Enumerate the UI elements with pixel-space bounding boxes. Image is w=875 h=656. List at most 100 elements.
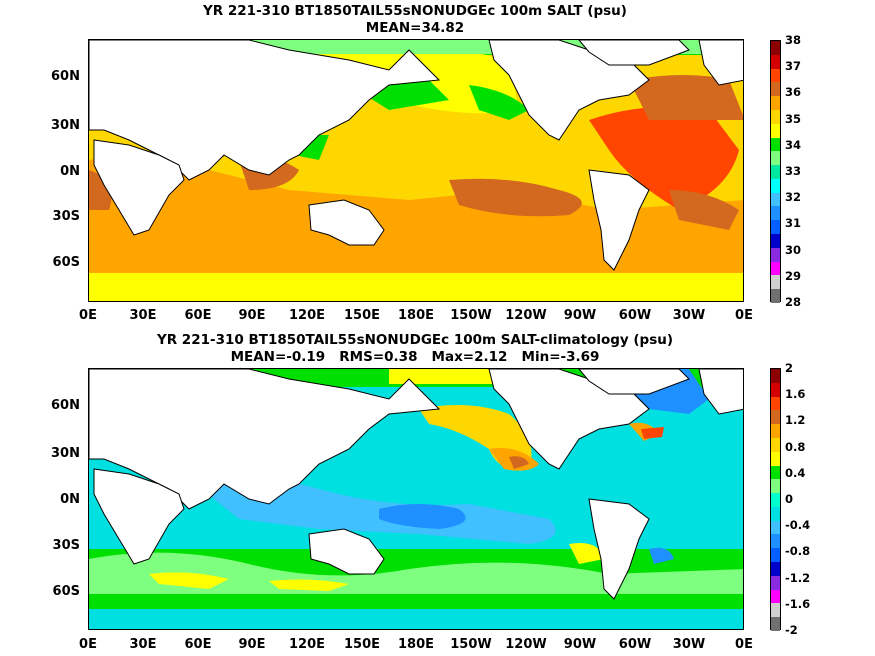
- colorbar-swatch: [771, 603, 780, 618]
- colorbar-swatch: [771, 617, 780, 632]
- colorbar-label: 36: [785, 85, 802, 100]
- colorbar-label: 31: [785, 216, 802, 231]
- colorbar-label: 29: [785, 268, 802, 283]
- top-title-line1: YR 221-310 BT1850TAIL55sNONUDGEc 100m SA…: [203, 3, 627, 19]
- colorbar-label: -0.4: [785, 518, 811, 533]
- bottom-lon-label: 150E: [343, 637, 381, 652]
- bottom-lat-label-60s: 60S: [52, 584, 80, 599]
- colorbar-swatch: [771, 562, 780, 577]
- colorbar-swatch: [771, 192, 780, 207]
- bottom-anomaly-map: [88, 368, 744, 630]
- colorbar-swatch: [771, 534, 780, 549]
- top-salinity-map: [88, 39, 744, 302]
- bottom-lon-label: 60W: [618, 637, 652, 652]
- top-map-fields: [89, 40, 743, 301]
- colorbar-label: 30: [785, 242, 802, 257]
- bottom-lon-label: 180E: [397, 637, 435, 652]
- top-lon-label: 60W: [618, 308, 652, 323]
- bottom-colorbar: [770, 368, 781, 632]
- colorbar-swatch: [771, 275, 780, 290]
- bottom-lon-label: 90W: [563, 637, 597, 652]
- colorbar-swatch: [771, 506, 780, 522]
- bottom-lon-label: 60E: [184, 637, 212, 652]
- top-lon-label: 0E: [79, 308, 97, 323]
- colorbar-swatch: [771, 548, 780, 563]
- top-lon-label: 90E: [238, 308, 266, 323]
- colorbar-swatch: [771, 234, 780, 249]
- bottom-lon-label: 120E: [288, 637, 326, 652]
- colorbar-label: 34: [785, 137, 802, 152]
- colorbar-swatch: [771, 109, 780, 125]
- colorbar-swatch: [771, 178, 780, 194]
- colorbar-swatch: [771, 451, 780, 467]
- top-lon-label: 120E: [288, 308, 326, 323]
- top-lon-label: 150W: [450, 308, 492, 323]
- top-title-line2: MEAN=34.82: [365, 20, 465, 36]
- colorbar-label: 37: [785, 59, 802, 74]
- colorbar-swatch: [771, 137, 780, 152]
- colorbar-label: 1.2: [785, 413, 806, 428]
- top-lon-label: 30W: [672, 308, 706, 323]
- top-colorbar: [770, 40, 781, 304]
- top-lat-label-60s: 60S: [52, 255, 80, 270]
- colorbar-label: -2: [785, 623, 798, 637]
- colorbar-label: -1.6: [785, 596, 811, 611]
- colorbar-swatch: [771, 479, 780, 494]
- colorbar-swatch: [771, 289, 780, 304]
- colorbar-swatch: [771, 96, 780, 111]
- top-lon-label: 0E: [735, 308, 753, 323]
- bottom-lon-label: 30E: [129, 637, 157, 652]
- bottom-lon-label: 0E: [735, 637, 753, 652]
- bottom-lat-label-60n: 60N: [51, 398, 80, 413]
- colorbar-label: 32: [785, 190, 802, 205]
- colorbar-swatch: [771, 493, 780, 508]
- top-lon-label: 30E: [129, 308, 157, 323]
- bottom-lat-label-30s: 30S: [52, 538, 80, 553]
- top-lon-label: 120W: [505, 308, 547, 323]
- colorbar-label: 33: [785, 164, 802, 178]
- colorbar-label: -0.8: [785, 544, 811, 559]
- bottom-lon-label: 150W: [450, 637, 492, 652]
- colorbar-label: 0: [785, 492, 794, 506]
- colorbar-swatch: [771, 410, 780, 425]
- bottom-lat-label-0n: 0N: [60, 492, 80, 507]
- colorbar-swatch: [771, 261, 780, 276]
- top-lon-label: 180E: [397, 308, 435, 323]
- colorbar-label: 0.4: [785, 465, 806, 480]
- colorbar-swatch: [771, 369, 780, 384]
- colorbar-swatch: [771, 68, 780, 83]
- colorbar-label: 0.8: [785, 439, 806, 454]
- colorbar-swatch: [771, 589, 780, 604]
- colorbar-swatch: [771, 41, 780, 56]
- bottom-lon-label: 0E: [79, 637, 97, 652]
- top-lon-label: 60E: [184, 308, 212, 323]
- top-lat-label-0n: 0N: [60, 164, 80, 179]
- colorbar-label: 28: [785, 295, 802, 309]
- colorbar-swatch: [771, 54, 780, 70]
- top-lat-label-30n: 30N: [51, 118, 80, 133]
- bottom-title-line2: MEAN=-0.19 RMS=0.38 Max=2.12 Min=-3.69: [230, 349, 600, 365]
- colorbar-swatch: [771, 424, 780, 439]
- colorbar-label: 38: [785, 33, 802, 47]
- colorbar-label: 35: [785, 111, 802, 126]
- colorbar-swatch: [771, 151, 780, 166]
- bottom-lon-label: 120W: [505, 637, 547, 652]
- colorbar-swatch: [771, 220, 780, 235]
- top-lat-label-30s: 30S: [52, 209, 80, 224]
- top-lat-label-60n: 60N: [51, 69, 80, 84]
- colorbar-swatch: [771, 206, 780, 221]
- colorbar-swatch: [771, 247, 780, 263]
- bottom-map-fields: [89, 369, 743, 629]
- colorbar-swatch: [771, 165, 780, 180]
- bottom-lat-label-30n: 30N: [51, 446, 80, 461]
- colorbar-swatch: [771, 465, 780, 480]
- colorbar-swatch: [771, 437, 780, 453]
- bottom-lon-label: 30W: [672, 637, 706, 652]
- colorbar-label: -1.2: [785, 570, 811, 585]
- colorbar-swatch: [771, 123, 780, 139]
- top-lon-label: 150E: [343, 308, 381, 323]
- colorbar-swatch: [771, 575, 780, 591]
- colorbar-label: 1.6: [785, 387, 806, 402]
- colorbar-swatch: [771, 520, 780, 535]
- bottom-title-line1: YR 221-310 BT1850TAIL55sNONUDGEc 100m SA…: [156, 332, 674, 348]
